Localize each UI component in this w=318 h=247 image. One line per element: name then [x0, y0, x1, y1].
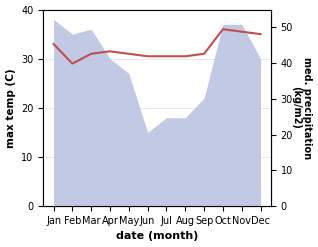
Y-axis label: max temp (C): max temp (C) — [5, 68, 16, 148]
X-axis label: date (month): date (month) — [116, 231, 198, 242]
Y-axis label: med. precipitation
(kg/m2): med. precipitation (kg/m2) — [291, 57, 313, 159]
